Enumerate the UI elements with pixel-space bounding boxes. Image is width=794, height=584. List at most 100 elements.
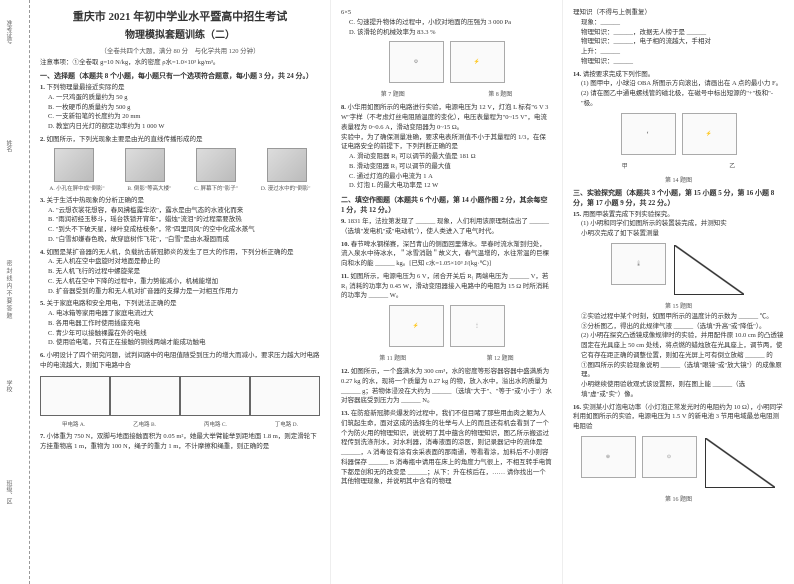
binding-label-name: 姓名 xyxy=(4,140,13,152)
question-9: 9. 1831 年，法拉第发现了 ______ 现象，人们利用该原理制造出了 _… xyxy=(341,217,552,237)
q10-stem: 春节啤水钢梯赛，深凹青山的侧面回里薄水。早春时流水渐到归处，流入泉水中待冰水，＂… xyxy=(341,241,549,268)
q2-cap-b: B. 倒影"等高大楼" xyxy=(127,185,171,193)
q3-stem: 关于生活中热现象的分析正确的是 xyxy=(47,197,145,204)
column-1: 重庆市 2021 年初中学业水平暨高中招生考试 物理模拟套题训练（二） （全卷共… xyxy=(30,0,331,584)
binding-label-school: 学校 xyxy=(4,380,13,392)
q15-sub6: ①图四所示的实验现象说明 ______（选填"眼镜"或"放大镜"）的成像原理。 xyxy=(581,361,784,381)
fig-12-diagram: 🕯 xyxy=(450,305,505,347)
q7-opt-c: C. 匀速提升物体的过程中，小欣对地面的压强为 3 000 Pa xyxy=(349,18,552,28)
q2-img-a xyxy=(54,148,94,182)
question-5: 5. 关于家庭电路和安全用电，下列说法正确的是 A. 电冰箱等家用电器了家庭电流… xyxy=(40,299,320,348)
q2-cap-a: A. 小孔在屏中成"倒影" xyxy=(49,185,104,193)
fig16-caption: 第 16 题图 xyxy=(573,494,784,503)
q14-sub2: (2) 请在图乙中通电螺线管的磁北极，在磁号中标出短源的"+"极和"-"极。 xyxy=(581,89,784,109)
q11-num: 11. xyxy=(341,273,349,280)
fig-7-diagram: ⚙ xyxy=(389,41,444,83)
q7-opt-d: D. 该滑轮的机械效率为 83.3 % xyxy=(349,28,552,38)
fig8-caption: 第 8 题图 xyxy=(488,89,512,98)
question-7: 7. 小体重为 750 N，双脚与地面接触面积为 0.05 m²，她最大举臂能举… xyxy=(40,432,320,452)
q16-num: 16. xyxy=(573,404,581,411)
q8-opt-a: A. 滑动变阻器 R₁ 可以调节的最大值是 181 Ω xyxy=(349,152,552,162)
q3-opt-a: A. "云想衣裳花想容，春风拂槛露华浓"，露水是由气态的水液化而来 xyxy=(48,206,320,216)
question-11: 11. 如图所示，电源电压为 6 V，闭合开关后 R₁ 两端电压为 ______… xyxy=(341,272,552,301)
q14-sub1: (1) 图甲中，小球沿 OBA 所图示方向滚出，请画出在 A 点的最小力 F。 xyxy=(581,79,784,89)
q14-push: 14. xyxy=(573,71,581,78)
q5-opt-b: B. 各用电器工作时使用插座充电 xyxy=(48,319,320,329)
question-13: 13. 在防疫新冠肺炎爆发的过程中，我们不但目睹了那些用血肉之躯为人们筑起生命，… xyxy=(341,409,552,487)
question-4: 4. 如图是某扩音器的无人机，负载抗击新冠肺炎的发生了巨大的作用，下列分析正确的… xyxy=(40,248,320,297)
q5-opt-a: A. 电冰箱等家用电器了家庭电流过大 xyxy=(48,309,320,319)
q8-stem: 小华用如图所示的电路进行实验，电源电压为 12 V，灯泡 L 标有"6 V 3 … xyxy=(341,104,548,131)
q6-circuit-d xyxy=(250,376,320,416)
question-3: 3. 关于生活中热现象的分析正确的是 A. "云想衣裳花想容，春风拂槛露华浓"，… xyxy=(40,196,320,245)
q6-cap-a: 甲电路 A. xyxy=(62,421,85,429)
question-8: 8. 小华用如图所示的电路进行实验，电源电压为 12 V，灯泡 L 标有"6 V… xyxy=(341,103,552,191)
q1-opt-c: C. 一支新铅笔的长度约为 20 mm xyxy=(48,112,320,122)
fig-15b-chart xyxy=(674,245,744,295)
q9-stem: 1831 年，法拉第发现了 ______ 现象，人们利用该原理制造出了 ____… xyxy=(341,218,549,235)
question-1: 1. 下列物理量最接近实际的是 A. 一只鸡蛋的质量约为 50 g B. 一枚硬… xyxy=(40,83,320,132)
q6-num: 6. xyxy=(40,352,45,359)
q4-opt-d: D. 扩音器受到的重力和无人机对扩音器的支撑力是一对相互作用力 xyxy=(48,287,320,297)
fig-14a-diagram: ◐ xyxy=(621,113,676,155)
q3-num: 3. xyxy=(40,197,45,204)
question-2: 2. 如图所示，下列光现象主要是由光的直线传播形成的是 A. 小孔在屏中成"倒影… xyxy=(40,135,320,193)
binding-label-class: 班级、区 xyxy=(4,480,13,504)
q1-stem: 下列物理量最接近实际的是 xyxy=(47,84,125,91)
q7-continued: 6×5 C. 匀速提升物体的过程中，小欣对地面的压强为 3 000 Pa D. … xyxy=(341,8,552,37)
question-14: 14. 请按要求完成下列作图。 (1) 图甲中，小球沿 OBA 所图示方向滚出，… xyxy=(573,70,784,109)
q7-header-frag: 6×5 xyxy=(341,8,552,18)
column-3: 理知识（不得与上例重复） 现象：______ 物理知识：______，改据无人榜… xyxy=(563,0,794,584)
q12-num: 12. xyxy=(341,368,349,375)
q15-sub1: (1) 小明和同学们如图所示的装置装完成，并测知实 xyxy=(581,219,784,229)
q2-stem: 如图所示，下列光现象主要是由光的直线传播形成的是 xyxy=(47,136,203,143)
fig15-caption: 第 15 题图 xyxy=(573,301,784,310)
q8-num: 8. xyxy=(341,104,346,111)
q15-sub4: ③分析图乙，得出的此规律气液 ______（选填"升高"或"降低"）。 xyxy=(581,322,784,332)
q7-num: 7. xyxy=(40,433,45,440)
fig-15a-diagram: 🌡 xyxy=(611,243,666,285)
q13-line-0: 现象：______ xyxy=(581,18,784,28)
q6-stem: 小明设计了四个研究问题，试判间路中的电阻值随受到压力的增大而减小，要求压力越大时… xyxy=(40,352,320,369)
fig-16c-chart xyxy=(705,438,775,488)
section-1-head: 一、选择题（本题共 8 个小题，每小题只有一个选项符合题意，每小题 3 分，共 … xyxy=(40,71,320,81)
fig-16a-diagram: ⊕ xyxy=(581,436,636,478)
q8-opt-b: B. 滑动变阻器 R₁ 可以调节的最大值 xyxy=(349,162,552,172)
fig7-caption: 第 7 题图 xyxy=(381,89,405,98)
q5-num: 5. xyxy=(40,300,45,307)
q15-stem: 用图甲装置完成下列实验探究。 xyxy=(583,211,674,218)
question-12: 12. 如图所示，一个盛满水为 300 cm³，水的密度等形容器容器中盛满质为 … xyxy=(341,367,552,406)
q15-sub5: (2) 小明在探究凸透镜成像规律时的实验，并用配件原 10.0 cm 的凸透镜固… xyxy=(581,331,784,360)
fig-11-diagram: ⚡ xyxy=(389,305,444,347)
q1-opt-a: A. 一只鸡蛋的质量约为 50 g xyxy=(48,93,320,103)
question-10: 10. 春节啤水钢梯赛，深凹青山的侧面回里薄水。早春时流水渐到归处，流入泉水中待… xyxy=(341,240,552,269)
q13-continued: 理知识（不得与上例重复） 现象：______ 物理知识：______，改据无人榜… xyxy=(573,8,784,67)
q5-stem: 关于家庭电路和安全用电，下列说法正确的是 xyxy=(47,300,177,307)
q6-circuit-b xyxy=(110,376,180,416)
q15-num: 15. xyxy=(573,211,581,218)
q13-line-4: 物理知识：______ xyxy=(581,57,784,67)
q3-opt-b: B. "雨润初经玉移斗，瑶台铁锁开宵年"，蜡烛"流泪"的过程需要放热 xyxy=(48,215,320,225)
question-6: 6. 小明设计了四个研究问题，试判间路中的电阻值随受到压力的增大而减小，要求压力… xyxy=(40,351,320,429)
q13-num: 13. xyxy=(341,410,349,417)
fig-8-diagram: ⚡ xyxy=(450,41,505,83)
q6-cap-c: 丙电路 C. xyxy=(204,421,227,429)
q2-cap-d: D. 漫过水中的"倒影" xyxy=(261,185,311,193)
question-15: 15. 用图甲装置完成下列实验探究。 (1) 小明和同学们如图所示的装置装完成，… xyxy=(573,210,784,239)
exam-note: 注意事项：①全卷取 g=10 N/kg，水的密度 ρ水=1.0×10³ kg/m… xyxy=(40,58,320,67)
q4-opt-a: A. 无人机在空中盘旋时对地面是静止的 xyxy=(48,257,320,267)
fig-14b-diagram: ⚡ xyxy=(682,113,737,155)
q1-num: 1. xyxy=(40,84,45,91)
q11-stem: 如图所示，电源电压为 6 V，闭合开关后 R₁ 两端电压为 ______ V，若… xyxy=(341,273,549,300)
binding-label-exam-id: 准考证号 xyxy=(4,20,13,44)
q2-img-d xyxy=(267,148,307,182)
fig12-caption: 第 12 题图 xyxy=(487,353,514,362)
binding-margin: 准考证号 姓名 密 封 线 内 不 要 答 题 学校 班级、区 xyxy=(0,0,30,584)
question-15-cont: ②实验过程中某个时刻，如图甲所示的温度计的示数为 ______ ℃。 ③分析图乙… xyxy=(573,312,784,400)
exam-meta: （全卷共四个大题，满分 80 分 与化学共用 120 分钟） xyxy=(40,45,320,55)
fig14b-cap: 乙 xyxy=(729,161,735,170)
q5-opt-d: D. 使用验电笔，只有正在接触的铜线两端才能成功触电 xyxy=(48,338,320,348)
q4-num: 4. xyxy=(40,249,45,256)
q6-circuit-a xyxy=(40,376,110,416)
q6-cap-b: 乙电路 B. xyxy=(133,421,156,429)
